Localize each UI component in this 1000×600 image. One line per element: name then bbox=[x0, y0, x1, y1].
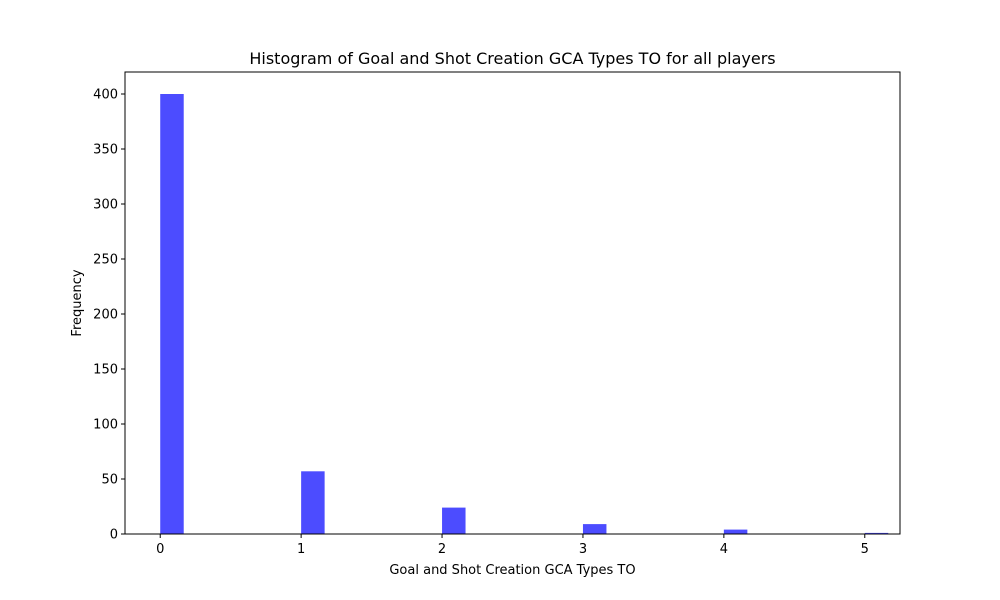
y-tick-label: 250 bbox=[93, 253, 118, 268]
y-tick-label: 200 bbox=[93, 308, 118, 323]
y-tick-label: 150 bbox=[93, 363, 118, 378]
histogram-bar bbox=[301, 471, 325, 534]
y-tick-label: 300 bbox=[93, 198, 118, 213]
x-tick-label: 3 bbox=[579, 542, 587, 557]
plot-area-frame bbox=[124, 71, 901, 535]
y-tick-label: 0 bbox=[110, 528, 118, 543]
histogram-bar bbox=[723, 529, 748, 534]
x-axis-label: Goal and Shot Creation GCA Types TO bbox=[389, 563, 635, 578]
bars-layer bbox=[160, 94, 889, 534]
histogram-bar bbox=[864, 532, 889, 534]
y-axis-label: Frequency bbox=[70, 269, 85, 336]
histogram-bar bbox=[160, 94, 184, 534]
histogram-bar bbox=[442, 507, 466, 534]
y-tick-label: 50 bbox=[101, 473, 118, 488]
y-axis-ticks: 0 50 100 150 200 250 300 350 400 bbox=[93, 88, 125, 543]
x-axis-ticks: 0 1 2 3 4 5 bbox=[156, 534, 869, 557]
x-tick-label: 4 bbox=[720, 542, 728, 557]
chart-title: Histogram of Goal and Shot Creation GCA … bbox=[249, 49, 775, 68]
y-tick-label: 400 bbox=[93, 88, 118, 103]
x-tick-label: 2 bbox=[438, 542, 446, 557]
histogram-bar bbox=[582, 524, 607, 534]
y-tick-label: 350 bbox=[93, 143, 118, 158]
x-tick-label: 1 bbox=[297, 542, 305, 557]
y-tick-label: 100 bbox=[93, 418, 118, 433]
x-tick-label: 5 bbox=[861, 542, 869, 557]
x-tick-label: 0 bbox=[156, 542, 164, 557]
